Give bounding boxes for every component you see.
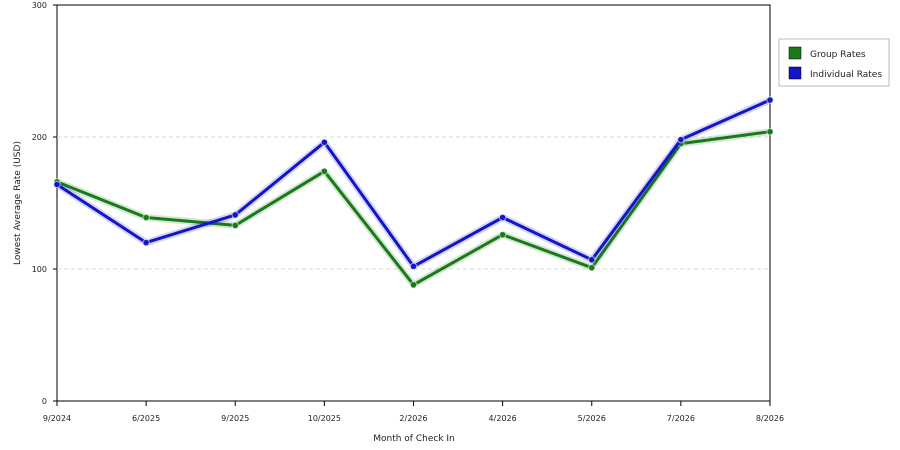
data-point xyxy=(320,167,329,176)
x-tick-label: 9/2024 xyxy=(43,414,71,423)
y-tick-label: 300 xyxy=(32,1,47,10)
y-tick-label: 200 xyxy=(32,133,47,142)
data-point xyxy=(231,221,239,230)
x-tick-label: 10/2025 xyxy=(308,414,341,423)
data-point xyxy=(231,211,239,219)
data-point xyxy=(409,281,418,289)
legend-swatch-group-rates xyxy=(788,46,802,60)
y-axis-title: Lowest Average Rate (USD) xyxy=(13,141,23,265)
legend: Group Rates Individual Rates xyxy=(778,38,890,87)
x-axis-title: Month of Check In xyxy=(373,434,455,444)
data-point xyxy=(142,213,150,222)
x-tick-label: 7/2026 xyxy=(667,414,695,423)
data-point xyxy=(588,256,596,264)
data-point xyxy=(142,238,150,247)
data-point xyxy=(588,263,596,272)
legend-label-group-rates: Group Rates xyxy=(810,50,866,60)
x-tick-label: 5/2026 xyxy=(578,414,606,423)
y-axis: 0 100 200 300 xyxy=(32,1,57,406)
x-tick-label: 2/2026 xyxy=(399,414,427,423)
legend-swatch-individual-rates xyxy=(788,66,802,80)
data-point xyxy=(677,135,685,144)
x-tick-label: 6/2025 xyxy=(132,414,160,423)
data-point xyxy=(53,180,61,189)
data-point xyxy=(320,138,329,146)
x-tick-label: 4/2026 xyxy=(489,414,517,423)
data-point xyxy=(766,96,774,104)
data-point xyxy=(766,128,774,136)
plot-frame xyxy=(56,4,771,402)
legend-label-individual-rates: Individual Rates xyxy=(810,70,882,80)
data-point xyxy=(409,262,418,271)
x-axis: 9/2024 6/2025 9/2025 10/2025 2/2026 4/2026 5/2… xyxy=(43,401,784,423)
data-point xyxy=(498,230,507,239)
x-tick-label: 9/2025 xyxy=(221,414,249,423)
x-tick-label: 8/2026 xyxy=(756,414,784,423)
y-tick-label: 100 xyxy=(32,265,47,274)
y-tick-label: 0 xyxy=(42,397,47,406)
data-point xyxy=(498,213,507,222)
series-layer xyxy=(53,96,774,289)
